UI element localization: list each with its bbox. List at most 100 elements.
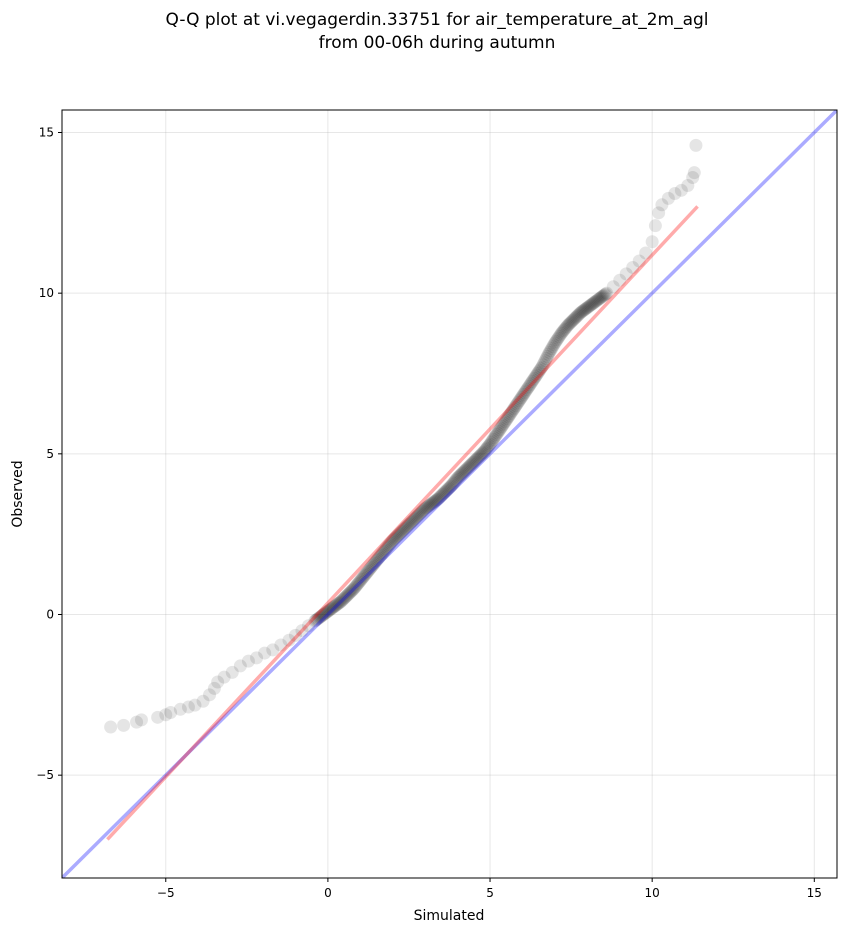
quantile-point-dense-52-5 <box>482 439 496 453</box>
quantile-point-dense-42-1 <box>413 507 427 521</box>
quantile-point-dense-70-2 <box>595 289 609 303</box>
quantile-point-dense-50-2 <box>466 456 480 470</box>
quantile-point-dense-32-4 <box>351 576 365 590</box>
quantile-point-dense-34-4 <box>364 560 378 574</box>
quantile-point-dense-50-4 <box>468 454 482 468</box>
quantile-point-dense-65-2 <box>563 316 577 330</box>
quantile-point-30 <box>334 595 348 609</box>
quantile-point-dense-42-3 <box>415 505 429 519</box>
quantile-point-dense-37-2 <box>381 539 395 553</box>
quantile-point-dense-66-5 <box>573 307 587 321</box>
quantile-point-dense-38-4 <box>390 529 404 543</box>
quantile-point-dense-57-3 <box>512 394 526 408</box>
quantile-point-dense-48-4 <box>455 467 469 481</box>
quantile-point-75 <box>626 260 640 274</box>
quantile-point-dense-46-2 <box>440 483 454 497</box>
y-tick-label-2: 5 <box>46 447 54 461</box>
quantile-points <box>104 138 703 734</box>
quantile-point-dense-49-5 <box>462 459 476 473</box>
quantile-point-dense-35-5 <box>372 551 386 565</box>
quantile-point-dense-33-5 <box>359 567 373 581</box>
y-tick-label-0: −5 <box>36 768 54 782</box>
quantile-point-dense-57-1 <box>510 397 524 411</box>
quantile-point-dense-47-3 <box>447 475 461 489</box>
quantile-point-81 <box>655 198 669 212</box>
quantile-point-dense-66-3 <box>571 309 585 323</box>
quantile-point-dense-61-2 <box>537 356 551 370</box>
quantile-point-dense-58-1 <box>517 387 531 401</box>
quantile-point-dense-26-4 <box>312 611 326 625</box>
quantile-point-dense-68-5 <box>586 297 600 311</box>
chart-title-line2: from 00-06h during autumn <box>319 33 556 53</box>
quantile-point-dense-41-1 <box>406 513 420 527</box>
quantile-point-dense-43-5 <box>424 497 438 511</box>
quantile-point-74 <box>619 267 633 281</box>
quantile-point-dense-65-4 <box>565 314 579 328</box>
quantile-point-20 <box>266 643 280 657</box>
quantile-point-dense-47-5 <box>450 472 464 486</box>
quantile-point-dense-54-1 <box>491 426 505 440</box>
quantile-point-dense-62-4 <box>546 340 560 354</box>
quantile-point-dense-59-2 <box>524 376 538 390</box>
y-tick-label-3: 10 <box>39 286 54 300</box>
quantile-point-dense-68-1 <box>581 300 595 314</box>
quantile-point-dense-64-2 <box>557 324 571 338</box>
quantile-point-dense-47-2 <box>446 476 460 490</box>
quantile-point-48 <box>451 471 465 485</box>
quantile-point-0 <box>104 720 118 734</box>
quantile-point-dense-46-4 <box>442 481 456 495</box>
quantile-point-dense-52-2 <box>479 443 493 457</box>
quantile-point-dense-60-1 <box>530 368 544 382</box>
quantile-point-55 <box>496 418 510 432</box>
quantile-point-dense-66-4 <box>572 308 586 322</box>
quantile-point-59 <box>522 379 536 393</box>
x-axis-ticks: −5 0 5 10 15 <box>157 878 822 900</box>
quantile-point-dense-31-2 <box>343 586 357 600</box>
quantile-point-dense-42-5 <box>417 503 431 517</box>
quantile-point-dense-38-1 <box>387 533 401 547</box>
quantile-point-dense-32-3 <box>350 578 364 592</box>
quantile-point-dense-68-2 <box>582 299 596 313</box>
quantile-point-dense-49-3 <box>460 461 474 475</box>
quantile-point-dense-61-4 <box>539 352 553 366</box>
quantile-point-dense-54-5 <box>495 420 509 434</box>
quantile-point-dense-27-3 <box>318 607 332 621</box>
quantile-point-dense-49-4 <box>461 460 475 474</box>
quantile-point-dense-39-4 <box>397 523 411 537</box>
quantile-point-dense-53-3 <box>486 432 500 446</box>
quantile-point-57 <box>509 399 523 413</box>
quantile-point-63 <box>548 336 562 350</box>
y-axis-label: Observed <box>10 460 26 527</box>
quantile-point-dense-50-5 <box>469 453 483 467</box>
quantile-point-88 <box>689 138 703 152</box>
quantile-point-dense-53-5 <box>488 429 502 443</box>
quantile-point-dense-64-4 <box>559 321 573 335</box>
quantile-point-dense-38-2 <box>388 531 402 545</box>
quantile-point-7 <box>173 702 187 716</box>
quantile-point-51 <box>470 452 484 466</box>
quantile-point-43 <box>418 501 432 515</box>
quantile-point-dense-56-1 <box>504 407 518 421</box>
quantile-point-32 <box>347 582 361 596</box>
quantile-point-dense-64-3 <box>558 322 572 336</box>
quantile-point-dense-53-4 <box>487 431 501 445</box>
quantile-point-dense-58-4 <box>520 383 534 397</box>
quantile-point-71 <box>600 286 614 300</box>
quantile-point-dense-40-4 <box>403 516 417 530</box>
quantile-point-dense-41-2 <box>407 512 421 526</box>
quantile-point-dense-37-1 <box>380 540 394 554</box>
quantile-point-dense-43-4 <box>423 498 437 512</box>
quantile-point-dense-62-5 <box>547 338 561 352</box>
quantile-point-dense-31-5 <box>346 583 360 597</box>
quantile-point-23 <box>288 628 302 642</box>
quantile-point-dense-34-5 <box>365 559 379 573</box>
quantile-point-dense-55-3 <box>499 413 513 427</box>
quantile-point-dense-39-2 <box>394 525 408 539</box>
quantile-point-73 <box>613 273 627 287</box>
quantile-point-dense-28-5 <box>326 600 340 614</box>
quantile-point-dense-47-4 <box>448 474 462 488</box>
quantile-point-dense-37-4 <box>384 536 398 550</box>
x-axis-label: Simulated <box>414 908 485 924</box>
quantile-point-87 <box>687 166 701 180</box>
quantile-point-65 <box>561 318 575 332</box>
